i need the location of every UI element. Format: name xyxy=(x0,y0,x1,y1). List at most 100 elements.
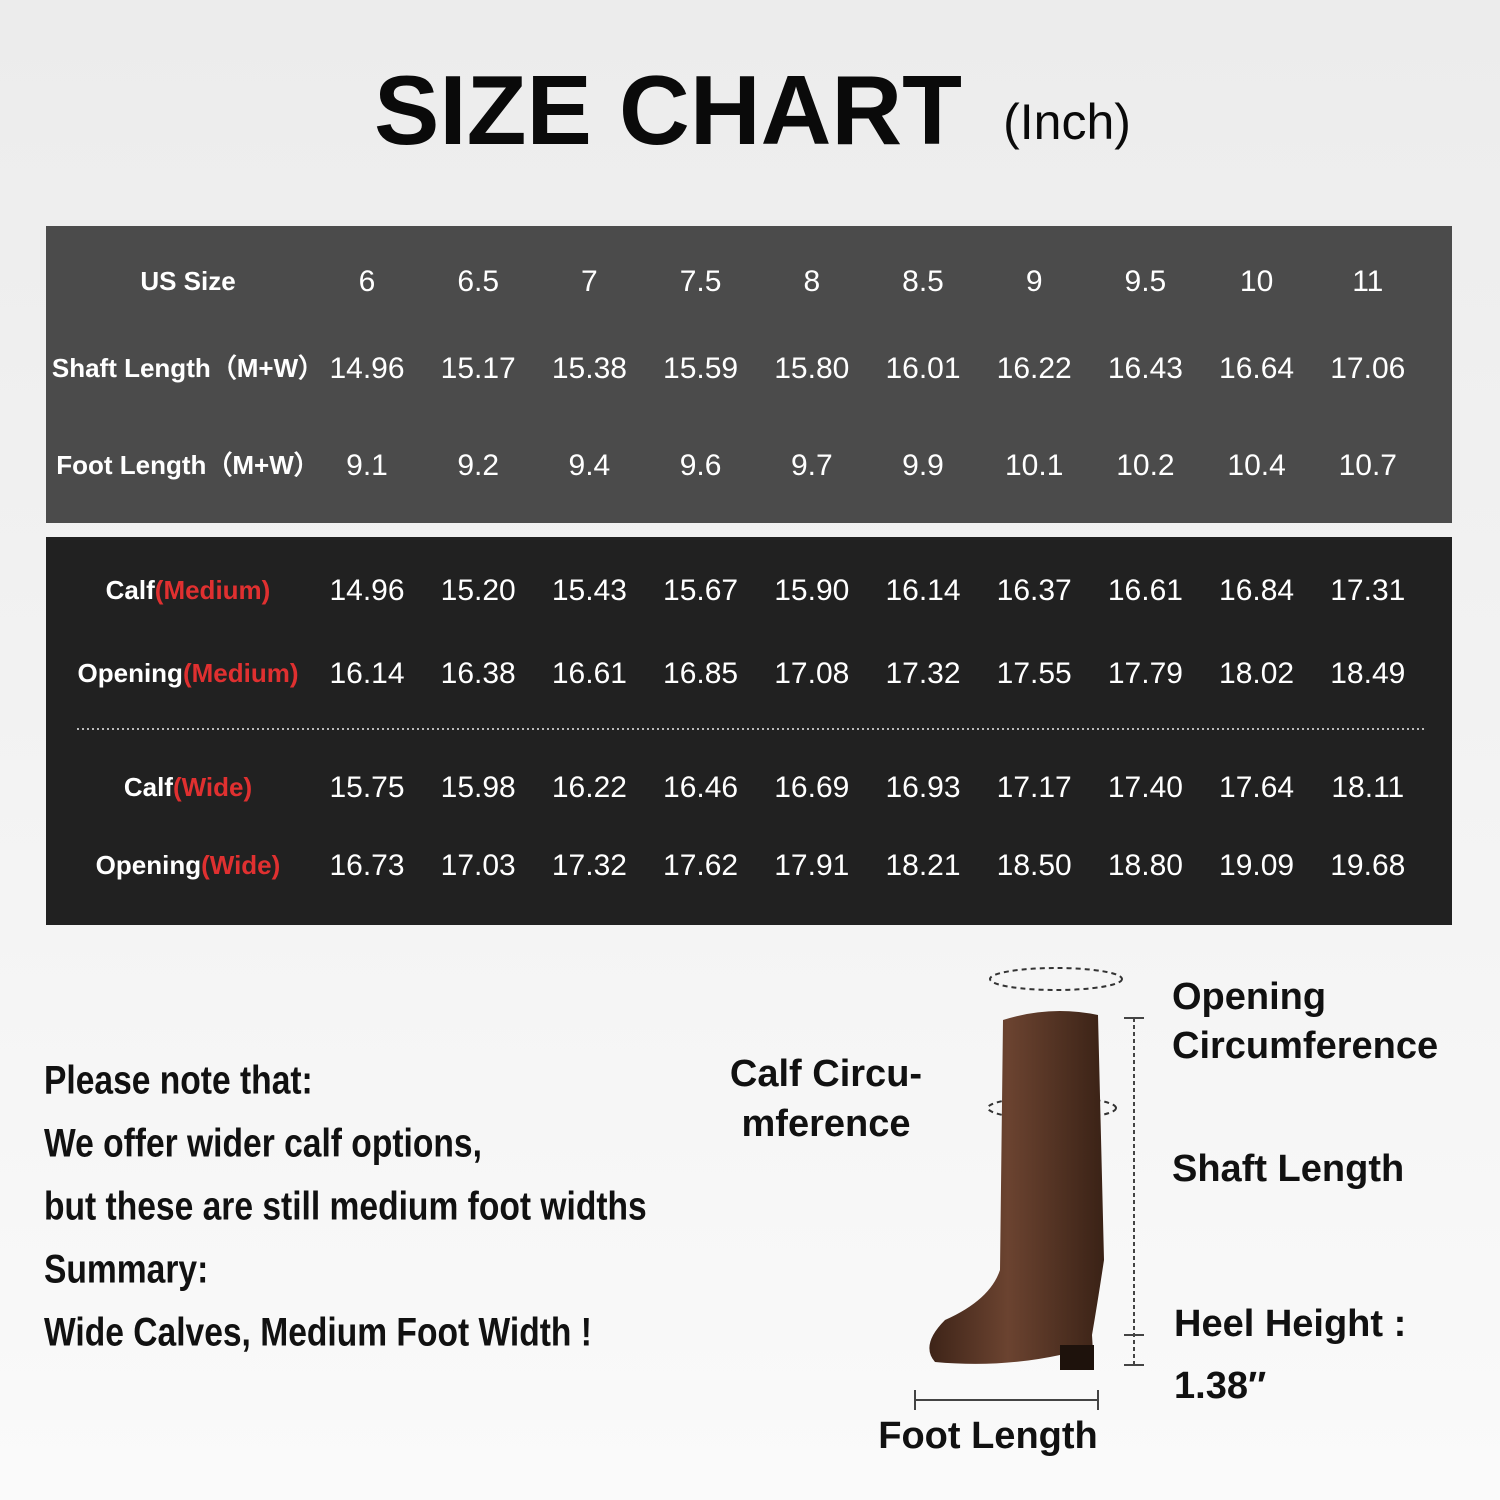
cell: 17.17 xyxy=(997,771,1072,804)
label-main: Opening xyxy=(96,850,201,880)
cell: 15.20 xyxy=(441,574,516,607)
cell: 16.93 xyxy=(885,771,960,804)
cell: 18.11 xyxy=(1331,771,1404,804)
cell: 9 xyxy=(1026,265,1043,298)
heel-label: Heel Height : xyxy=(1174,1303,1406,1345)
cell: 16.14 xyxy=(329,657,404,690)
cell: 17.55 xyxy=(997,657,1072,690)
cell: 15.38 xyxy=(552,352,627,385)
label-qualifier: (Medium) xyxy=(183,658,299,688)
title-unit: (Inch) xyxy=(1003,94,1131,150)
label-main: Calf xyxy=(124,772,173,802)
cell: 9.7 xyxy=(791,449,833,482)
cell: 17.32 xyxy=(885,657,960,690)
opening-arrow xyxy=(989,967,1123,991)
calf-label: mference xyxy=(742,1103,911,1145)
cell: 16.14 xyxy=(885,574,960,607)
cell: 17.32 xyxy=(552,849,627,882)
cell: 19.09 xyxy=(1219,849,1294,882)
cell: 10.4 xyxy=(1227,449,1285,482)
boot-heel xyxy=(1060,1345,1094,1370)
shaft-label: Shaft Length xyxy=(1172,1148,1404,1190)
boot xyxy=(929,1011,1104,1368)
row-label: Calf(Wide) xyxy=(124,772,252,802)
label-qualifier: (Wide) xyxy=(201,850,280,880)
cell: 18.21 xyxy=(885,849,960,882)
cell: 15.59 xyxy=(663,352,738,385)
cell: 15.17 xyxy=(441,352,516,385)
cell: 7.5 xyxy=(680,265,722,298)
row-label: US Size xyxy=(140,266,235,296)
cell: 8 xyxy=(803,265,820,298)
cell: 6.5 xyxy=(457,265,499,298)
cell: 17.40 xyxy=(1108,771,1183,804)
cell: 14.96 xyxy=(329,574,404,607)
row-label: Calf(Medium) xyxy=(106,575,271,605)
label-qualifier: (Medium) xyxy=(155,575,271,605)
cell: 17.31 xyxy=(1330,574,1405,607)
cell: 17.91 xyxy=(774,849,849,882)
cell: 6 xyxy=(359,265,376,298)
cell: 16.37 xyxy=(997,574,1072,607)
cell: 10.1 xyxy=(1005,449,1063,482)
cell: 16.84 xyxy=(1219,574,1294,607)
note-highlight: Wide Calves, Medium Foot Width ! xyxy=(44,1310,592,1354)
row-label: Opening(Wide) xyxy=(96,850,281,880)
cell: 10.2 xyxy=(1116,449,1174,482)
cell: 16.22 xyxy=(552,771,627,804)
cell: 9.5 xyxy=(1125,265,1167,298)
cell: 16.61 xyxy=(1108,574,1183,607)
cell: 18.50 xyxy=(997,849,1072,882)
cell: 15.43 xyxy=(552,574,627,607)
cell: 9.4 xyxy=(569,449,611,482)
cell: 15.75 xyxy=(329,771,404,804)
note-line: Summary: xyxy=(44,1247,208,1291)
notes: Please note that: We offer wider calf opt… xyxy=(44,1058,647,1354)
cell: 16.46 xyxy=(663,771,738,804)
row-label: Shaft Length（M+W） xyxy=(52,353,324,383)
cell: 14.96 xyxy=(329,352,404,385)
label-main: Calf xyxy=(106,575,155,605)
cell: 9.6 xyxy=(680,449,722,482)
cell: 9.2 xyxy=(457,449,499,482)
cell: 8.5 xyxy=(902,265,944,298)
cell: 17.06 xyxy=(1330,352,1405,385)
cell: 16.01 xyxy=(885,352,960,385)
row-label: Foot Length（M+W） xyxy=(56,450,320,480)
cell: 15.67 xyxy=(663,574,738,607)
cell: 15.80 xyxy=(774,352,849,385)
cell: 17.08 xyxy=(774,657,849,690)
cell: 16.69 xyxy=(774,771,849,804)
cell: 16.64 xyxy=(1219,352,1294,385)
cell: 16.61 xyxy=(552,657,627,690)
title: SIZE CHART xyxy=(374,55,962,165)
cell: 10 xyxy=(1240,265,1273,298)
cell: 15.90 xyxy=(774,574,849,607)
note-line: but these are still medium foot widths xyxy=(44,1184,647,1228)
opening-label: Opening xyxy=(1172,976,1326,1018)
cell: 17.79 xyxy=(1108,657,1183,690)
boot-diagram xyxy=(914,967,1144,1410)
cell: 16.22 xyxy=(997,352,1072,385)
cell: 16.43 xyxy=(1108,352,1183,385)
foot-label: Foot Length xyxy=(878,1415,1097,1457)
cell: 16.38 xyxy=(441,657,516,690)
cell: 15.98 xyxy=(441,771,516,804)
cell: 9.9 xyxy=(902,449,944,482)
cell: 16.73 xyxy=(329,849,404,882)
row-label: Opening(Medium) xyxy=(78,658,299,688)
cell: 11 xyxy=(1352,265,1383,298)
opening-label: Circumference xyxy=(1172,1025,1438,1067)
table-top-bg xyxy=(46,226,1452,523)
note-line: We offer wider calf options, xyxy=(44,1121,482,1165)
cell: 16.85 xyxy=(663,657,738,690)
cell: 19.68 xyxy=(1330,849,1405,882)
table-bottom-bg xyxy=(46,537,1452,925)
cell: 10.7 xyxy=(1339,449,1397,482)
label-qualifier: (Wide) xyxy=(173,772,252,802)
cell: 17.03 xyxy=(441,849,516,882)
heel-value: 1.38″ xyxy=(1174,1365,1266,1407)
cell: 7 xyxy=(581,265,598,298)
label-main: Opening xyxy=(78,658,183,688)
